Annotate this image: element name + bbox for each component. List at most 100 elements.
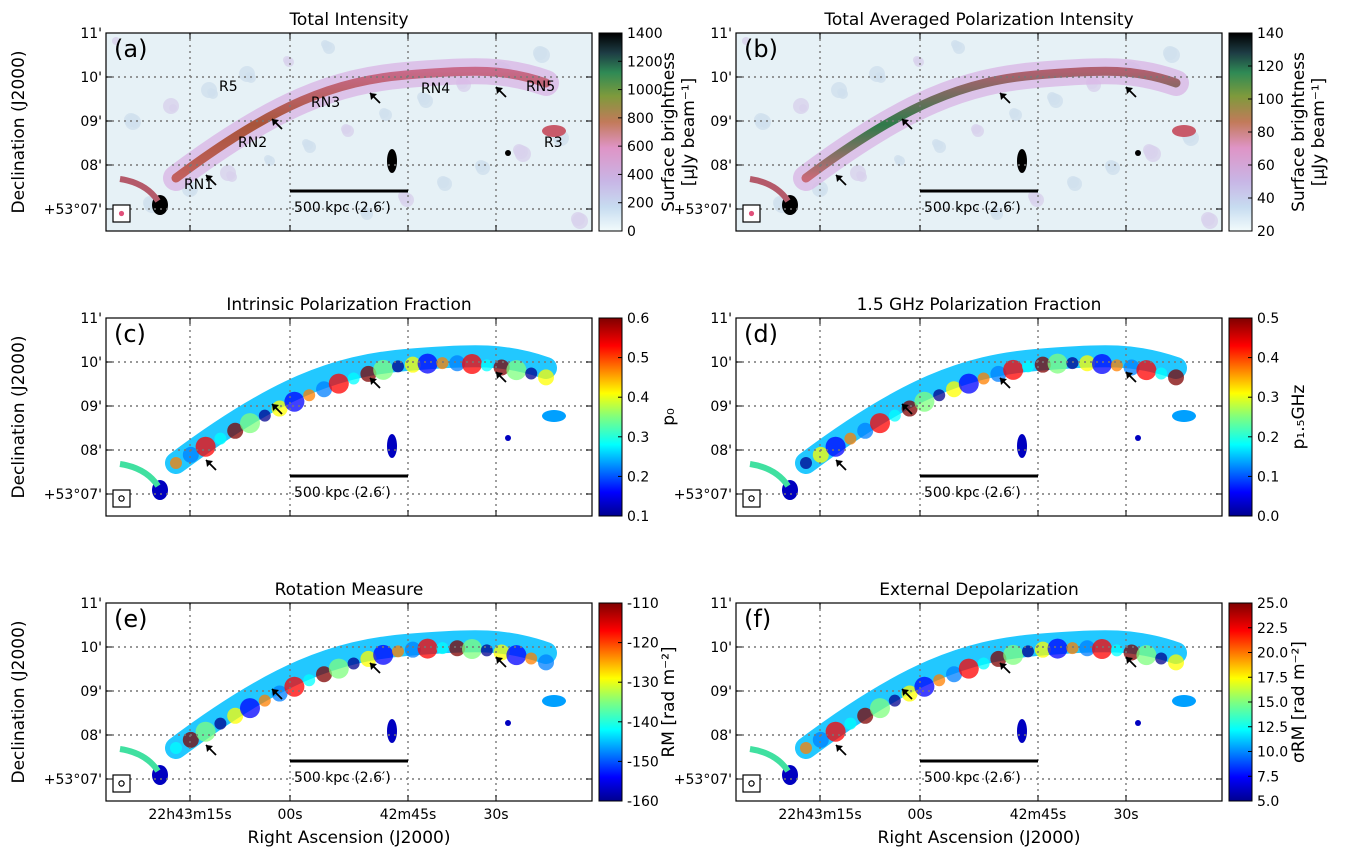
source-blob (1017, 719, 1027, 743)
dec-tick-label: 11' (80, 26, 102, 42)
arrow-icon (496, 657, 503, 664)
noise-blob (1009, 108, 1019, 118)
panel-e: 500 kpc (2.6′) 11' 10' 09' 08' +53°07' 22h43m1… (9, 580, 679, 848)
source-blob (542, 695, 566, 707)
colorbar-tick-label: 1400 (627, 26, 663, 42)
relic-patch (480, 644, 493, 657)
y-axis-label: Declination (J2000) (9, 50, 29, 213)
noise-blob (1163, 46, 1177, 60)
relic-patch (1079, 355, 1096, 372)
arrow-icon (272, 689, 279, 696)
source-blob (1017, 149, 1027, 173)
arrow-icon (272, 404, 279, 411)
colorbar-label: p₁.₅GHz (1289, 385, 1309, 450)
arrow-icon (1000, 663, 1007, 670)
relic-patch (182, 731, 199, 748)
relic-patch (1047, 638, 1068, 659)
relic-patch (449, 640, 466, 657)
relic-patch (462, 639, 482, 660)
noise-blob (1105, 160, 1117, 172)
relic-patch (258, 694, 271, 707)
panel-c: 500 kpc (2.6′) 11' 10' 09' 08' +53°07' Declina… (9, 295, 679, 525)
relic-patch (888, 694, 901, 707)
noise-blob (163, 98, 179, 114)
noise-blob (283, 56, 291, 64)
relic-patch (303, 389, 316, 402)
source-tail (749, 746, 791, 773)
noise-blob (341, 124, 351, 134)
relic-patch (449, 355, 466, 372)
ra-tick-label: 42m45s (380, 807, 437, 823)
colorbar-tick-label: 60 (1257, 158, 1275, 174)
dec-tick-label: 10' (710, 70, 732, 86)
colorbar-tick-label: 20 (1257, 224, 1275, 240)
dec-tick-label: 11' (80, 596, 102, 612)
relic-patch (182, 446, 199, 463)
panel-title: 1.5 GHz Polarization Fraction (857, 295, 1102, 315)
noise-blob (1143, 144, 1155, 156)
beam-ellipse (748, 780, 755, 787)
region-label: R5 (219, 79, 238, 95)
noise-blob (321, 40, 329, 48)
relic-patch (857, 707, 874, 724)
relic-patch (347, 372, 360, 385)
noise-blob (533, 46, 547, 60)
relic-patch (1066, 357, 1079, 370)
colorbar (598, 317, 623, 517)
panel-frame (735, 317, 1223, 517)
source-blob (387, 719, 397, 743)
relic-patch (214, 432, 227, 445)
relic-patch (316, 381, 332, 398)
relic-patch (373, 359, 394, 380)
arrow-icon (1126, 87, 1133, 94)
colorbar-tick-label: 140 (1257, 26, 1284, 42)
relic-patch (284, 391, 305, 412)
relic-patch (914, 391, 935, 412)
dec-tick-label: 09' (80, 114, 102, 130)
colorbar-tick-label: 0.4 (1257, 351, 1279, 367)
relic-patch (990, 650, 1007, 667)
relic-patch (812, 731, 829, 748)
relic-patch (392, 645, 404, 658)
relic-patch (888, 409, 901, 422)
dec-tick-label: +53°07' (44, 487, 102, 503)
ra-tick-label: 30s (483, 807, 508, 823)
colorbar-tick-label: 200 (627, 196, 654, 212)
noise-blob (831, 82, 847, 98)
relic-patch (436, 642, 449, 655)
source-blob (542, 410, 566, 422)
relic-patch (1136, 360, 1157, 381)
source-blob (1135, 435, 1141, 441)
scale-bar-label: 500 kpc (2.6′) (294, 485, 391, 501)
relic-patch (1066, 642, 1079, 655)
relic-patch (946, 381, 962, 398)
dec-tick-label: 08' (710, 158, 732, 174)
dec-tick-label: 10' (710, 355, 732, 371)
colorbar-tick-label: 0 (627, 224, 636, 240)
colorbar-label: p₀ (659, 408, 679, 426)
relic-patch (977, 657, 990, 670)
relic-patch (1034, 356, 1051, 373)
arrow-icon (1000, 378, 1007, 385)
region-label: RN4 (421, 81, 450, 97)
relic-patch (933, 674, 946, 687)
panel-letter: (f) (744, 605, 771, 633)
panel-letter: (b) (744, 35, 778, 63)
beam-ellipse (118, 780, 125, 787)
arrow-icon (496, 87, 503, 94)
dec-tick-label: 09' (710, 399, 732, 415)
relic-patch (1123, 359, 1140, 376)
dec-tick-label: 11' (710, 26, 732, 42)
relic-patch (404, 641, 421, 658)
relic-patch (538, 369, 554, 386)
arrow-icon (496, 372, 503, 379)
relic-patch (493, 644, 510, 661)
source-blob (1135, 720, 1141, 726)
relic-patch (844, 432, 857, 445)
relic-patch (316, 666, 332, 683)
relic-patch (480, 359, 493, 372)
dec-tick-label: 10' (80, 70, 102, 86)
region-label: RN3 (311, 95, 340, 111)
colorbar-tick-label: 40 (1257, 191, 1275, 207)
panel-b: 500 kpc (2.6′) 11' 10' 09' 08' +53°07' Total A… (674, 10, 1329, 240)
